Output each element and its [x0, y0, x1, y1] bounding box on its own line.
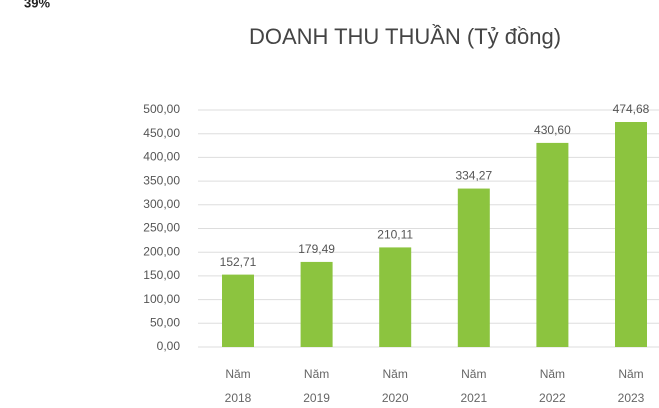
x-tick-label: Năm 2021 [460, 367, 488, 405]
y-tick-label: 200,00 [143, 244, 180, 258]
value-label: 334,27 [455, 169, 492, 183]
x-tick-label: Năm 2019 [303, 367, 330, 405]
y-tick-label: 150,00 [143, 268, 180, 282]
bar [300, 261, 333, 347]
bar [615, 122, 647, 347]
bar [222, 274, 254, 347]
y-tick-label: 450,00 [143, 126, 180, 140]
value-label: 210,11 [377, 228, 413, 242]
x-tick-label: Năm 2022 [539, 367, 566, 405]
y-tick-label: 400,00 [143, 150, 180, 164]
chart-title: DOANH THU THUẦN (Tỷ đồng) [249, 24, 561, 49]
y-tick-label: 300,00 [143, 197, 180, 211]
x-tick-label: Năm 2023 [617, 367, 645, 405]
x-tick-label: Năm 2020 [381, 367, 409, 405]
value-label: 430,60 [534, 123, 571, 137]
bar [457, 188, 490, 347]
y-tick-label: 100,00 [143, 292, 180, 306]
y-tick-label: 350,00 [143, 173, 180, 187]
value-label: 152,71 [220, 255, 257, 269]
y-tick-label: 50,00 [150, 315, 180, 329]
y-tick-label: 500,00 [143, 102, 180, 116]
value-label: 179,49 [298, 242, 335, 256]
y-tick-label: 0,00 [157, 339, 181, 353]
bar [536, 142, 569, 347]
bar [379, 247, 412, 347]
value-label: 474,68 [613, 102, 650, 116]
y-tick-label: 250,00 [143, 221, 180, 235]
annotation: 39% [24, 0, 50, 10]
x-tick-label: Năm 2018 [224, 367, 252, 405]
